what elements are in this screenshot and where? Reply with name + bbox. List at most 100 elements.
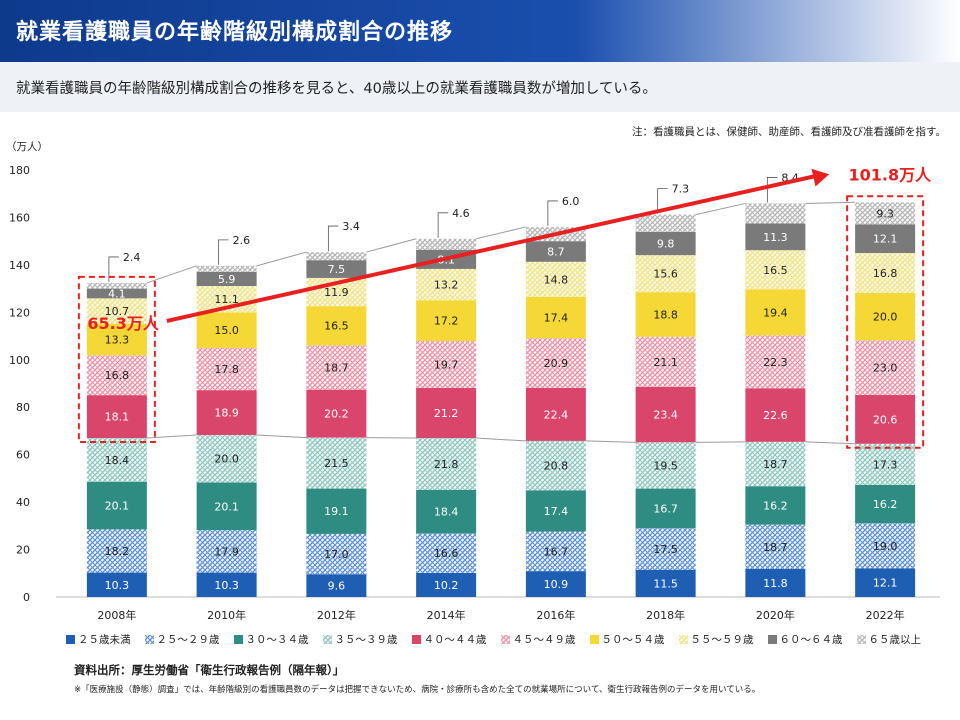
bar-segment [86, 355, 147, 396]
data-label: 17.8 [214, 363, 239, 376]
legend-swatch [856, 635, 866, 644]
leader-line [766, 177, 778, 203]
data-label: 10.2 [434, 579, 459, 592]
stacked-bar-chart: 0 20 40 60 80 100 120 140 160 180 2008年 2010年 2012年 2… [9, 164, 940, 622]
bar-segment [855, 484, 916, 524]
legend-label: ５５～５９歳 [690, 634, 754, 646]
data-label: 11.9 [324, 286, 349, 299]
y-tick-label: 180 [9, 164, 30, 177]
subtitle-bar: 就業看護職員の年齢階級別構成割合の推移を見ると、40歳以上の就業看護職員数が増加… [0, 62, 960, 112]
footnote: ※「医療施設（静態）調査」では、年齢階級別の看護職員数のデータは把握できないため… [74, 685, 761, 695]
data-label: 16.6 [434, 547, 459, 560]
bar-segment [306, 488, 367, 534]
data-label: 18.1 [105, 411, 130, 424]
legend-swatch [767, 635, 777, 644]
legend-label: ４５～４９歳 [512, 634, 576, 646]
legend-item: ２５歳未満 [66, 632, 131, 647]
data-label: 18.9 [214, 407, 239, 420]
bar-segment [306, 252, 367, 261]
bar-segment [306, 533, 367, 575]
bar-segment [855, 292, 916, 341]
data-label: 20.1 [105, 500, 130, 513]
legend-swatch [66, 635, 75, 644]
data-label: 15.6 [653, 268, 678, 281]
legend-item: ３０～３４歳 [233, 632, 309, 647]
bar-segment [196, 312, 257, 348]
data-label: 9.8 [657, 238, 675, 251]
bar-segment [525, 531, 586, 572]
data-label: 20.2 [324, 408, 349, 421]
data-label: 16.5 [763, 264, 788, 277]
legend-item: ３５～３９歳 [322, 632, 398, 647]
data-label: 17.2 [434, 315, 459, 328]
data-label: 20.0 [873, 311, 898, 324]
data-label: 10.9 [544, 578, 569, 591]
legend-item: ４５～４９歳 [500, 632, 576, 647]
data-label: 21.5 [324, 457, 349, 470]
bar-segment [86, 438, 147, 482]
bar-segment [86, 572, 147, 597]
data-label: 7.5 [328, 263, 346, 276]
data-label: 16.2 [763, 499, 788, 512]
bar-segment [306, 306, 367, 346]
bar-segment [635, 528, 696, 570]
bar-segment [416, 387, 477, 439]
chart-legend: ２５歳未満 ２５～２９歳 ３０～３４歳 ３５～３９歳 ４０～４４歳 ４５～４９歳 ５０～５４… [66, 632, 921, 647]
bar-segment [525, 490, 586, 532]
bar-segment [745, 203, 806, 224]
data-label: 20.6 [873, 413, 898, 426]
bar-segment [86, 529, 147, 573]
bar-segment [745, 569, 806, 597]
legend-swatch [322, 635, 332, 644]
y-tick-label: 120 [9, 306, 30, 319]
bar-segment [745, 250, 806, 290]
bar-segment [196, 347, 257, 391]
bar-segment [635, 336, 696, 387]
data-label: 3.4 [342, 220, 360, 233]
bar-segment [86, 395, 147, 439]
legend-label: ６０～６４歳 [779, 634, 843, 646]
growth-arrow-head [811, 168, 830, 187]
age40-boundary-line [146, 434, 856, 445]
legend-swatch [678, 635, 688, 644]
legend-item: ４０～４４歳 [411, 632, 487, 647]
x-tick-label: 2022年 [866, 608, 905, 622]
data-label: 20.1 [214, 500, 239, 513]
x-tick-label: 2008年 [97, 608, 136, 622]
data-label: 15.0 [214, 324, 239, 337]
x-tick-label: 2018年 [646, 608, 685, 622]
bar-segment [635, 292, 696, 337]
data-label: 8.7 [547, 245, 565, 258]
y-tick-label: 160 [9, 211, 30, 224]
data-label: 22.4 [544, 408, 569, 421]
data-label: 20.8 [544, 460, 569, 473]
bar-segment [306, 345, 367, 390]
bar-segment [525, 296, 586, 339]
data-label: 18.4 [105, 454, 130, 467]
data-label: 18.7 [324, 361, 349, 374]
data-label: 19.4 [763, 306, 788, 319]
data-label: 18.2 [105, 545, 130, 558]
bar-segment [416, 489, 477, 534]
bar-segment [635, 231, 696, 256]
bar-segment [855, 253, 916, 293]
data-label: 6.0 [562, 195, 580, 208]
data-label: 4.6 [452, 207, 470, 220]
legend-label: ３５～３９歳 [334, 634, 398, 646]
bar-segment [855, 523, 916, 569]
data-label: 10.3 [105, 579, 130, 592]
data-label: 11.3 [763, 231, 788, 244]
legend-item: ５５～５９歳 [678, 632, 754, 647]
bar-segment [416, 572, 477, 597]
bar-segment [525, 571, 586, 597]
leader-line [327, 225, 339, 252]
y-tick-label: 20 [16, 544, 30, 557]
start-total-label: 65.3万人 [87, 314, 159, 333]
data-label: 16.8 [873, 267, 898, 280]
data-label: 13.3 [105, 333, 130, 346]
bar-segment [306, 437, 367, 489]
page-title: 就業看護職員の年齢階級別構成割合の推移 [16, 20, 454, 45]
title-bar: 就業看護職員の年齢階級別構成割合の推移 [0, 0, 960, 62]
bar-segment [525, 440, 586, 491]
bar-segment [745, 486, 806, 525]
